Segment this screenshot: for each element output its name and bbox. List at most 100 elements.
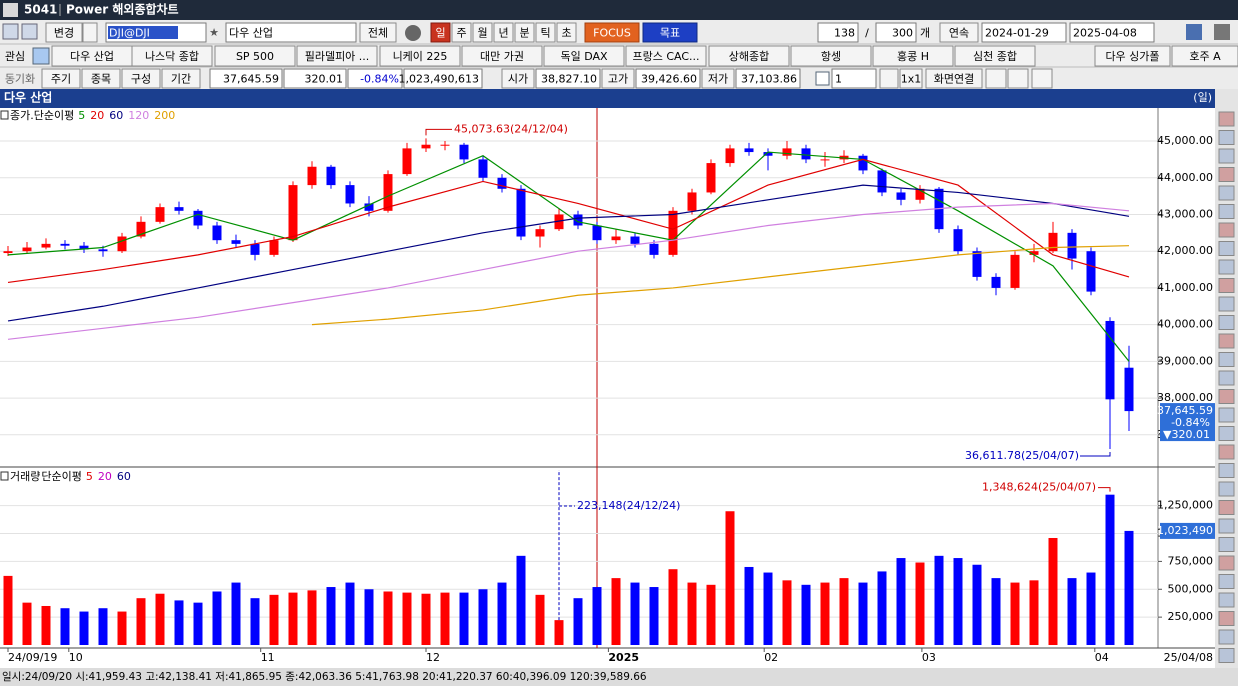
link-button-box[interactable]	[925, 68, 983, 89]
side-tool[interactable]	[1218, 352, 1235, 367]
tab[interactable]: 홍콩 H	[897, 49, 929, 63]
side-tool[interactable]	[1218, 426, 1235, 441]
side-tool[interactable]	[1218, 500, 1235, 515]
tab[interactable]: 심천 종합	[973, 49, 1017, 63]
target-button-box[interactable]	[642, 22, 698, 43]
change-button-box[interactable]	[45, 22, 83, 43]
tab[interactable]: 필라델피아 ...	[305, 50, 370, 63]
count-input-box[interactable]	[817, 22, 859, 43]
side-tool[interactable]	[1218, 204, 1235, 219]
high-field-box[interactable]	[635, 68, 701, 89]
tab[interactable]: 독일 DAX	[560, 49, 608, 63]
side-tool[interactable]	[1218, 185, 1235, 201]
side-tool[interactable]	[1218, 463, 1235, 478]
high-label[interactable]: 고가	[608, 73, 628, 86]
period-button[interactable]: 틱	[540, 27, 550, 40]
side-tool[interactable]	[1218, 648, 1235, 663]
info-button-box[interactable]	[161, 68, 201, 89]
layout-select[interactable]: 1	[835, 73, 842, 86]
info-button[interactable]: 기간	[171, 73, 191, 86]
start-date-box[interactable]	[981, 22, 1067, 43]
layout-select-box[interactable]	[831, 68, 877, 89]
change-field-box[interactable]	[283, 68, 347, 89]
side-tool[interactable]	[1218, 611, 1235, 626]
info-button[interactable]: 구성	[131, 73, 151, 86]
side-tool[interactable]	[1218, 315, 1235, 330]
period-button[interactable]: 주	[456, 27, 466, 40]
tab[interactable]: 니케이 225	[393, 50, 448, 63]
tab-box[interactable]	[1094, 45, 1171, 67]
side-tool[interactable]	[1218, 370, 1235, 386]
open-field[interactable]: 38,827.10	[541, 73, 597, 86]
side-tool[interactable]	[1218, 629, 1235, 645]
continuous-button-box[interactable]	[939, 22, 979, 43]
change-pct-field[interactable]: -0.84%	[360, 73, 399, 86]
icon[interactable]	[1214, 24, 1230, 40]
side-tool[interactable]	[1218, 389, 1235, 404]
side-tool[interactable]	[1218, 574, 1235, 589]
period-button-box[interactable]	[535, 22, 556, 43]
side-tool[interactable]	[1218, 333, 1235, 349]
open-label[interactable]: 시가	[508, 73, 528, 86]
symbol-name[interactable]: 다우 산업	[229, 27, 273, 40]
tab[interactable]: 호주 A	[1189, 50, 1221, 63]
side-tool[interactable]	[1218, 111, 1235, 127]
start-date[interactable]: 2024-01-29	[985, 27, 1049, 40]
price-field-box[interactable]	[209, 68, 283, 89]
period-button[interactable]: 분	[519, 27, 529, 40]
tab-box[interactable]	[1171, 45, 1238, 67]
tab-box[interactable]	[379, 45, 461, 67]
side-tool[interactable]	[1218, 481, 1235, 497]
side-tool[interactable]	[1218, 555, 1235, 571]
side-tool[interactable]	[1218, 241, 1235, 256]
side-tool[interactable]	[1218, 518, 1235, 534]
open-field-box[interactable]	[535, 68, 601, 89]
period-button-box[interactable]	[493, 22, 514, 43]
low-field-box[interactable]	[735, 68, 801, 89]
end-date[interactable]: 2025-04-08	[1073, 27, 1137, 40]
tab[interactable]: 나스닥 종합	[145, 50, 199, 63]
end-date-box[interactable]	[1069, 22, 1155, 43]
side-tool[interactable]	[1218, 222, 1235, 238]
period-button[interactable]: 초	[561, 27, 571, 40]
info-button[interactable]: 종목	[91, 73, 111, 86]
period-button[interactable]: 일	[435, 26, 445, 40]
high-label-box[interactable]	[601, 68, 635, 89]
period-button[interactable]: 년	[498, 27, 508, 40]
period-button-box[interactable]	[556, 22, 577, 43]
period-button-box[interactable]	[451, 22, 472, 43]
tab[interactable]: 항셍	[821, 50, 841, 63]
one-by-one-button-box[interactable]	[899, 68, 923, 89]
symbol-name-box[interactable]	[225, 22, 357, 43]
symbol-code[interactable]: DJI@DJI	[109, 27, 150, 40]
tab[interactable]: SP 500	[236, 50, 274, 63]
side-tool[interactable]	[1218, 148, 1235, 164]
tab-box[interactable]	[296, 45, 378, 67]
change-button[interactable]: 변경	[54, 27, 74, 40]
low-label[interactable]: 저가	[708, 73, 728, 86]
price-field[interactable]: 37,645.59	[223, 73, 279, 86]
count-input[interactable]: 138	[834, 27, 855, 40]
side-tool[interactable]	[1218, 592, 1235, 608]
tab-box[interactable]	[708, 45, 790, 67]
side-tool[interactable]	[1218, 444, 1235, 460]
target-button[interactable]: 목표	[660, 27, 680, 40]
all-button[interactable]: 전체	[368, 27, 388, 40]
side-tool[interactable]	[1218, 259, 1235, 275]
checkbox[interactable]	[815, 71, 830, 86]
focus-button[interactable]: FOCUS	[593, 27, 631, 40]
nav-button[interactable]	[1007, 68, 1029, 89]
period-button-box[interactable]	[472, 22, 493, 43]
nav-button[interactable]	[1031, 68, 1053, 89]
tab-box[interactable]	[790, 45, 872, 67]
tab-box[interactable]	[872, 45, 954, 67]
low-field[interactable]: 37,103.86	[741, 73, 797, 86]
side-tool[interactable]	[1218, 407, 1235, 423]
period-button[interactable]: 월	[477, 27, 487, 40]
dropdown[interactable]	[82, 22, 98, 43]
tab-box[interactable]	[954, 45, 1036, 67]
tab-box[interactable]	[625, 45, 707, 67]
side-tool[interactable]	[1218, 167, 1235, 182]
max-input-box[interactable]	[875, 22, 917, 43]
info-button-box[interactable]	[81, 68, 121, 89]
